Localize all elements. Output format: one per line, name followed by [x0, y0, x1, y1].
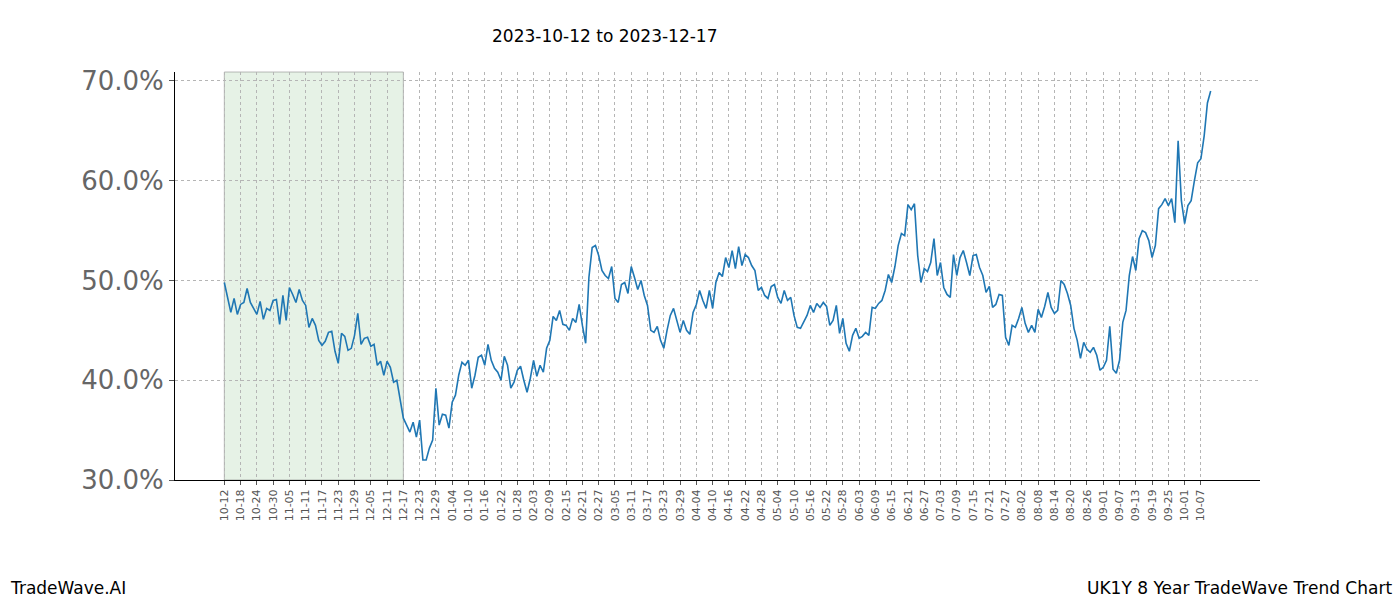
svg-text:UK1Y 8 Year TradeWave Trend Ch: UK1Y 8 Year TradeWave Trend Chart — [1087, 578, 1392, 598]
svg-text:50.0%: 50.0% — [81, 266, 164, 296]
svg-text:12-23: 12-23 — [413, 489, 426, 521]
svg-text:12-29: 12-29 — [429, 489, 442, 521]
svg-text:10-12: 10-12 — [218, 489, 231, 521]
svg-text:04-04: 04-04 — [690, 489, 703, 521]
svg-text:02-21: 02-21 — [576, 489, 589, 521]
svg-text:10-18: 10-18 — [234, 489, 247, 521]
svg-text:12-17: 12-17 — [397, 489, 410, 521]
svg-text:10-24: 10-24 — [250, 489, 263, 521]
svg-text:05-10: 05-10 — [788, 489, 801, 521]
svg-text:04-28: 04-28 — [755, 489, 768, 521]
svg-text:10-30: 10-30 — [267, 489, 280, 521]
svg-text:07-09: 07-09 — [950, 489, 963, 521]
svg-text:11-23: 11-23 — [332, 489, 345, 521]
svg-text:08-20: 08-20 — [1064, 489, 1077, 521]
svg-text:12-05: 12-05 — [364, 489, 377, 521]
svg-text:03-05: 03-05 — [609, 489, 622, 521]
svg-text:09-13: 09-13 — [1129, 489, 1142, 521]
svg-text:04-16: 04-16 — [722, 489, 735, 521]
svg-text:11-17: 11-17 — [316, 489, 329, 521]
svg-text:07-15: 07-15 — [967, 489, 980, 521]
svg-text:07-03: 07-03 — [934, 489, 947, 521]
svg-text:05-22: 05-22 — [820, 489, 833, 521]
svg-text:05-28: 05-28 — [836, 489, 849, 521]
svg-text:08-08: 08-08 — [1032, 489, 1045, 521]
svg-text:05-04: 05-04 — [771, 489, 784, 521]
svg-text:40.0%: 40.0% — [81, 365, 164, 395]
svg-text:06-03: 06-03 — [853, 489, 866, 521]
svg-text:01-22: 01-22 — [495, 489, 508, 521]
svg-text:02-03: 02-03 — [527, 489, 540, 521]
svg-text:09-25: 09-25 — [1162, 489, 1175, 521]
svg-text:08-14: 08-14 — [1048, 489, 1061, 521]
svg-text:70.0%: 70.0% — [81, 66, 164, 96]
svg-text:05-16: 05-16 — [804, 489, 817, 521]
svg-text:07-21: 07-21 — [983, 489, 996, 521]
svg-text:10-01: 10-01 — [1178, 489, 1191, 521]
svg-text:09-07: 09-07 — [1113, 489, 1126, 521]
svg-text:08-26: 08-26 — [1081, 489, 1094, 521]
svg-text:2023-10-12 to 2023-12-17: 2023-10-12 to 2023-12-17 — [492, 26, 717, 46]
svg-text:02-15: 02-15 — [560, 489, 573, 521]
svg-text:10-07: 10-07 — [1194, 489, 1207, 521]
svg-text:11-29: 11-29 — [348, 489, 361, 521]
svg-text:01-16: 01-16 — [478, 489, 491, 521]
svg-text:03-23: 03-23 — [657, 489, 670, 521]
svg-text:03-29: 03-29 — [674, 489, 687, 521]
svg-text:06-21: 06-21 — [902, 489, 915, 521]
svg-text:07-27: 07-27 — [999, 489, 1012, 521]
svg-text:11-11: 11-11 — [299, 489, 312, 521]
svg-text:02-27: 02-27 — [592, 489, 605, 521]
svg-text:60.0%: 60.0% — [81, 166, 164, 196]
svg-text:04-10: 04-10 — [706, 489, 719, 521]
svg-text:06-15: 06-15 — [885, 489, 898, 521]
svg-text:06-27: 06-27 — [918, 489, 931, 521]
svg-text:01-10: 01-10 — [462, 489, 475, 521]
svg-text:01-04: 01-04 — [446, 489, 459, 521]
svg-text:01-28: 01-28 — [511, 489, 524, 521]
svg-text:09-01: 09-01 — [1097, 489, 1110, 521]
svg-text:11-05: 11-05 — [283, 489, 296, 521]
svg-text:03-11: 03-11 — [625, 489, 638, 521]
svg-text:09-19: 09-19 — [1146, 489, 1159, 521]
svg-text:03-17: 03-17 — [641, 489, 654, 521]
svg-text:30.0%: 30.0% — [81, 465, 164, 495]
svg-text:12-11: 12-11 — [381, 489, 394, 521]
svg-text:06-09: 06-09 — [869, 489, 882, 521]
svg-text:08-02: 08-02 — [1015, 489, 1028, 521]
svg-text:TradeWave.AI: TradeWave.AI — [10, 578, 126, 598]
svg-text:02-09: 02-09 — [543, 489, 556, 521]
svg-text:04-22: 04-22 — [739, 489, 752, 521]
